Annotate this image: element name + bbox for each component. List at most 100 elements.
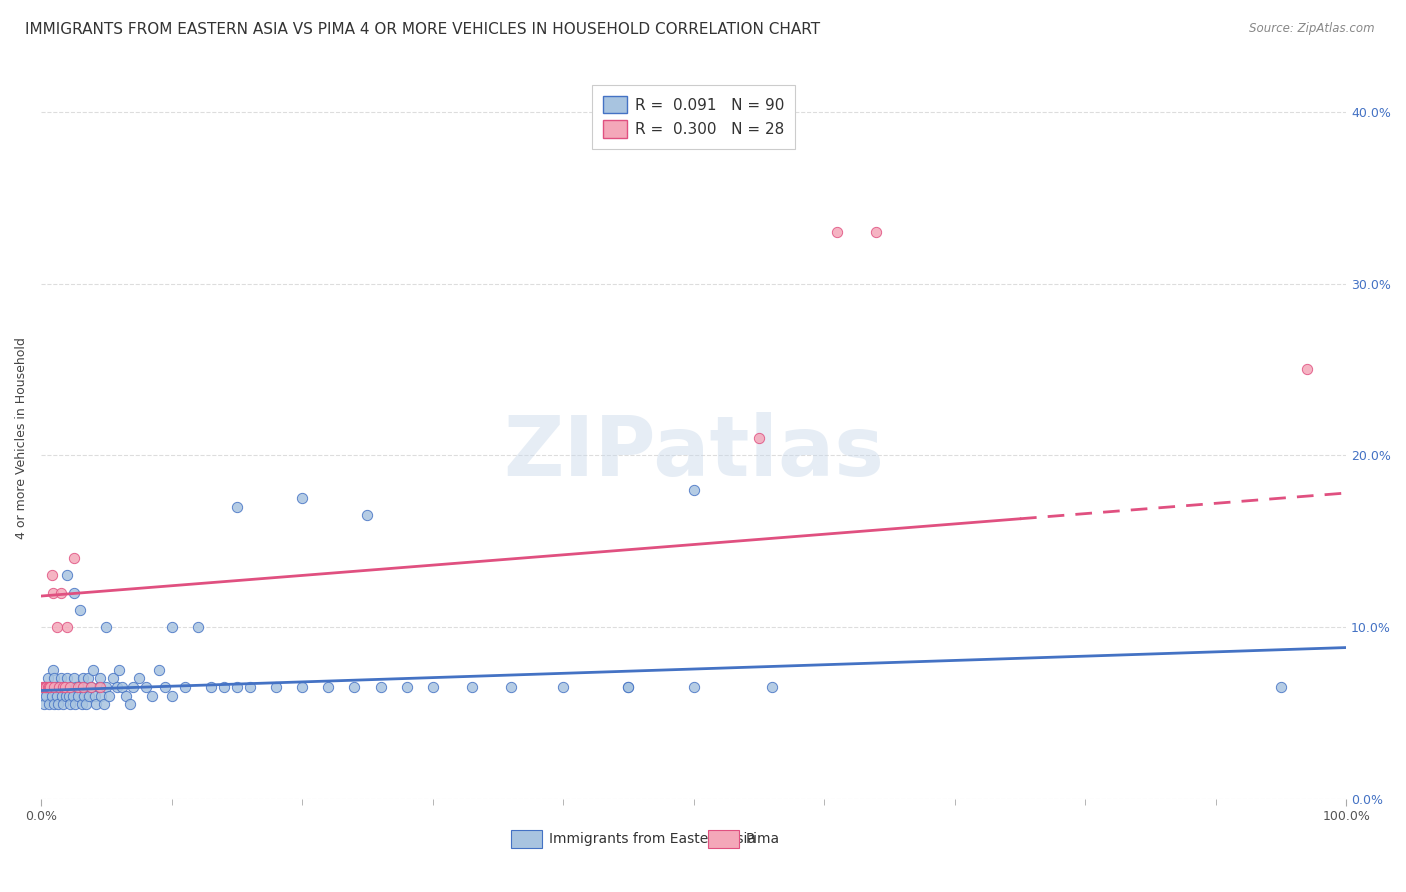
- Point: [617, 680, 640, 694]
- Point: [82, 663, 104, 677]
- Point: [80, 680, 103, 694]
- Point: [827, 225, 849, 239]
- Point: [39, 680, 62, 694]
- Point: [41, 689, 63, 703]
- Point: [96, 620, 118, 634]
- Point: [291, 491, 314, 505]
- Point: [35, 680, 58, 694]
- Point: [77, 672, 100, 686]
- Point: [73, 689, 96, 703]
- Point: [160, 689, 183, 703]
- Point: [105, 680, 128, 694]
- Point: [395, 680, 418, 694]
- Point: [90, 689, 112, 703]
- Point: [79, 689, 101, 703]
- Point: [59, 697, 82, 711]
- Legend: R =  0.091   N = 90, R =  0.300   N = 28: R = 0.091 N = 90, R = 0.300 N = 28: [592, 85, 796, 149]
- Point: [53, 680, 76, 694]
- Point: [52, 697, 75, 711]
- Point: [761, 680, 783, 694]
- Point: [58, 689, 80, 703]
- Point: [72, 680, 94, 694]
- Text: IMMIGRANTS FROM EASTERN ASIA VS PIMA 4 OR MORE VEHICLES IN HOUSEHOLD CORRELATION: IMMIGRANTS FROM EASTERN ASIA VS PIMA 4 O…: [25, 22, 821, 37]
- Point: [135, 680, 157, 694]
- Point: [60, 680, 83, 694]
- Point: [264, 680, 287, 694]
- Point: [63, 672, 86, 686]
- Point: [70, 697, 93, 711]
- Point: [83, 689, 105, 703]
- Point: [34, 680, 56, 694]
- Text: Source: ZipAtlas.com: Source: ZipAtlas.com: [1250, 22, 1375, 36]
- Point: [53, 680, 76, 694]
- Point: [56, 568, 79, 582]
- Point: [239, 680, 262, 694]
- Point: [55, 689, 77, 703]
- Point: [45, 689, 67, 703]
- Point: [34, 680, 56, 694]
- Point: [32, 680, 55, 694]
- Point: [48, 680, 70, 694]
- Point: [422, 680, 444, 694]
- Text: Immigrants from Eastern Asia: Immigrants from Eastern Asia: [548, 832, 756, 846]
- Point: [42, 663, 65, 677]
- Point: [291, 680, 314, 694]
- Point: [31, 689, 53, 703]
- Point: [72, 672, 94, 686]
- Point: [212, 680, 235, 694]
- Point: [46, 697, 69, 711]
- Point: [45, 620, 67, 634]
- Point: [42, 585, 65, 599]
- Point: [93, 697, 115, 711]
- Point: [356, 508, 378, 523]
- Point: [49, 585, 72, 599]
- Point: [31, 680, 53, 694]
- Text: Pima: Pima: [745, 832, 780, 846]
- Point: [44, 697, 66, 711]
- Point: [553, 680, 575, 694]
- Point: [187, 620, 209, 634]
- Point: [62, 689, 84, 703]
- Point: [101, 672, 124, 686]
- Point: [39, 680, 62, 694]
- Point: [1270, 680, 1292, 694]
- Point: [461, 680, 484, 694]
- Point: [76, 680, 98, 694]
- Point: [617, 680, 640, 694]
- Point: [865, 225, 887, 239]
- Point: [318, 680, 340, 694]
- Point: [32, 697, 55, 711]
- Point: [66, 689, 89, 703]
- Point: [41, 568, 63, 582]
- Point: [48, 680, 70, 694]
- Point: [98, 689, 121, 703]
- Point: [80, 680, 103, 694]
- Point: [141, 689, 163, 703]
- Point: [226, 680, 249, 694]
- Point: [51, 689, 73, 703]
- Point: [38, 697, 60, 711]
- Point: [45, 680, 67, 694]
- Point: [44, 672, 66, 686]
- Y-axis label: 4 or more Vehicles in Household: 4 or more Vehicles in Household: [15, 337, 28, 539]
- Point: [96, 680, 118, 694]
- Point: [121, 680, 143, 694]
- Point: [37, 672, 59, 686]
- Point: [52, 680, 75, 694]
- Point: [115, 689, 138, 703]
- Point: [111, 680, 134, 694]
- Point: [343, 680, 366, 694]
- Point: [1296, 362, 1319, 376]
- Point: [118, 697, 141, 711]
- Point: [37, 680, 59, 694]
- Point: [87, 680, 110, 694]
- Point: [56, 620, 79, 634]
- Point: [63, 551, 86, 566]
- Point: [69, 680, 91, 694]
- Point: [49, 672, 72, 686]
- Point: [66, 680, 89, 694]
- Point: [35, 689, 58, 703]
- Point: [65, 680, 87, 694]
- Point: [84, 697, 107, 711]
- Point: [160, 620, 183, 634]
